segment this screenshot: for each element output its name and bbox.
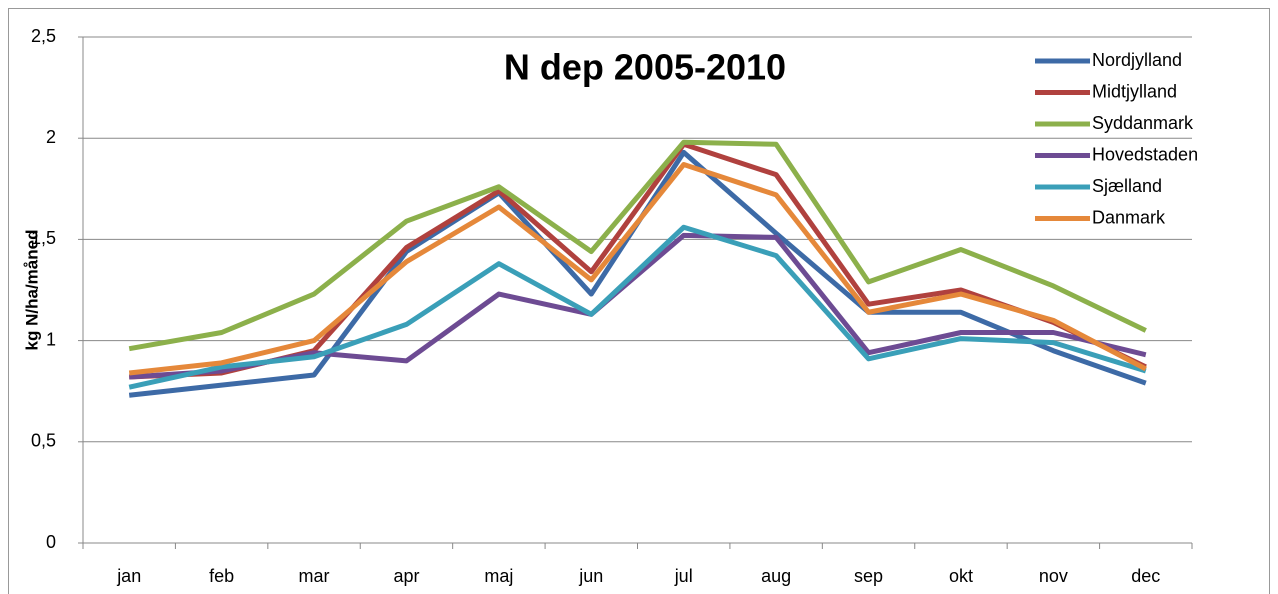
y-tick-label: 0 (46, 532, 56, 552)
legend-label: Syddanmark (1092, 113, 1194, 133)
y-tick-label: 1 (46, 329, 56, 349)
x-tick-label: dec (1131, 566, 1160, 586)
x-tick-label: jan (116, 566, 141, 586)
y-tick-label: 1,5 (31, 228, 56, 248)
legend-label: Hovedstaden (1092, 144, 1198, 164)
legend-label: Danmark (1092, 207, 1166, 227)
y-tick-label: 2 (46, 127, 56, 147)
x-tick-label: mar (299, 566, 330, 586)
y-tick-label: 2,5 (31, 26, 56, 46)
y-axis-label: kg N/ha/måned (22, 230, 41, 351)
series-line (128, 162, 1147, 376)
x-tick-label: feb (209, 566, 234, 586)
x-tick-label: sep (854, 566, 883, 586)
chart-title: N dep 2005-2010 (504, 47, 786, 88)
x-tick-label: apr (393, 566, 419, 586)
series-line (128, 224, 1147, 390)
x-tick-label: jun (578, 566, 603, 586)
legend-label: Sjælland (1092, 176, 1162, 196)
y-tick-label: 0,5 (31, 431, 56, 451)
legend-label: Midtjylland (1092, 81, 1177, 101)
series-line (129, 232, 1147, 380)
series-line (128, 139, 1147, 352)
chart-frame (8, 8, 1270, 594)
x-tick-label: maj (484, 566, 513, 586)
x-tick-label: okt (949, 566, 973, 586)
legend-label: Nordjylland (1092, 50, 1182, 70)
x-tick-label: jul (674, 566, 693, 586)
x-tick-label: aug (761, 566, 791, 586)
x-tick-label: nov (1039, 566, 1068, 586)
